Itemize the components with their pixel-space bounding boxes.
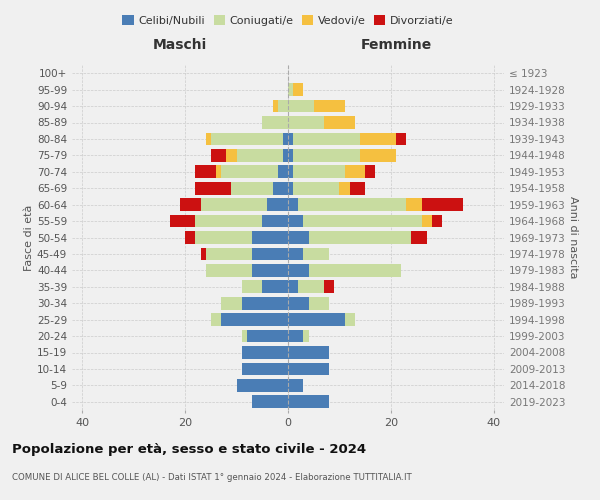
Bar [262, 280, 288, 293]
Bar [196, 182, 232, 194]
Bar [288, 346, 329, 359]
Bar [396, 132, 406, 145]
Bar [344, 313, 355, 326]
Text: Maschi: Maschi [153, 38, 207, 52]
Bar [232, 182, 272, 194]
Text: Popolazione per età, sesso e stato civile - 2024: Popolazione per età, sesso e stato civil… [12, 442, 366, 456]
Bar [293, 149, 360, 162]
Bar [365, 166, 376, 178]
Text: Femmine: Femmine [361, 38, 431, 52]
Bar [288, 182, 293, 194]
Bar [252, 231, 288, 244]
Bar [422, 214, 432, 228]
Bar [308, 264, 401, 277]
Bar [252, 264, 288, 277]
Bar [350, 182, 365, 194]
Bar [196, 166, 216, 178]
Bar [268, 198, 288, 211]
Bar [226, 149, 236, 162]
Bar [283, 132, 288, 145]
Bar [283, 149, 288, 162]
Bar [242, 362, 288, 376]
Bar [288, 198, 298, 211]
Text: COMUNE DI ALICE BEL COLLE (AL) - Dati ISTAT 1° gennaio 2024 - Elaborazione TUTTI: COMUNE DI ALICE BEL COLLE (AL) - Dati IS… [12, 472, 412, 482]
Bar [206, 132, 211, 145]
Bar [211, 313, 221, 326]
Bar [308, 231, 412, 244]
Bar [288, 396, 329, 408]
Bar [211, 149, 226, 162]
Bar [324, 280, 334, 293]
Bar [200, 198, 268, 211]
Bar [242, 346, 288, 359]
Bar [236, 379, 288, 392]
Y-axis label: Anni di nascita: Anni di nascita [568, 196, 578, 279]
Bar [324, 116, 355, 129]
Bar [288, 362, 329, 376]
Bar [293, 83, 304, 96]
Bar [206, 264, 252, 277]
Bar [344, 166, 365, 178]
Bar [288, 231, 308, 244]
Bar [272, 182, 288, 194]
Bar [211, 132, 283, 145]
Bar [216, 166, 221, 178]
Bar [247, 330, 288, 342]
Bar [221, 313, 288, 326]
Bar [298, 280, 324, 293]
Bar [242, 280, 262, 293]
Bar [180, 198, 200, 211]
Bar [262, 214, 288, 228]
Bar [314, 100, 344, 112]
Bar [432, 214, 442, 228]
Bar [422, 198, 463, 211]
Bar [298, 198, 406, 211]
Bar [206, 248, 252, 260]
Bar [262, 116, 288, 129]
Bar [288, 100, 314, 112]
Bar [406, 198, 422, 211]
Bar [272, 100, 278, 112]
Bar [278, 166, 288, 178]
Bar [236, 149, 283, 162]
Bar [288, 297, 308, 310]
Bar [288, 313, 344, 326]
Bar [288, 379, 304, 392]
Bar [293, 182, 340, 194]
Bar [288, 166, 293, 178]
Bar [200, 248, 206, 260]
Bar [288, 280, 298, 293]
Bar [221, 297, 242, 310]
Bar [360, 132, 396, 145]
Bar [242, 297, 288, 310]
Bar [288, 330, 304, 342]
Bar [252, 248, 288, 260]
Y-axis label: Fasce di età: Fasce di età [24, 204, 34, 270]
Bar [288, 214, 304, 228]
Bar [288, 83, 293, 96]
Bar [293, 166, 344, 178]
Bar [304, 248, 329, 260]
Bar [278, 100, 288, 112]
Legend: Celibi/Nubili, Coniugati/e, Vedovi/e, Divorziati/e: Celibi/Nubili, Coniugati/e, Vedovi/e, Di… [122, 16, 454, 26]
Bar [304, 214, 422, 228]
Bar [412, 231, 427, 244]
Bar [252, 396, 288, 408]
Bar [185, 231, 196, 244]
Bar [360, 149, 396, 162]
Bar [288, 149, 293, 162]
Bar [221, 166, 278, 178]
Bar [288, 116, 324, 129]
Bar [340, 182, 350, 194]
Bar [196, 231, 252, 244]
Bar [288, 132, 293, 145]
Bar [288, 264, 308, 277]
Bar [196, 214, 262, 228]
Bar [293, 132, 360, 145]
Bar [308, 297, 329, 310]
Bar [242, 330, 247, 342]
Bar [288, 248, 304, 260]
Bar [304, 330, 308, 342]
Bar [170, 214, 196, 228]
